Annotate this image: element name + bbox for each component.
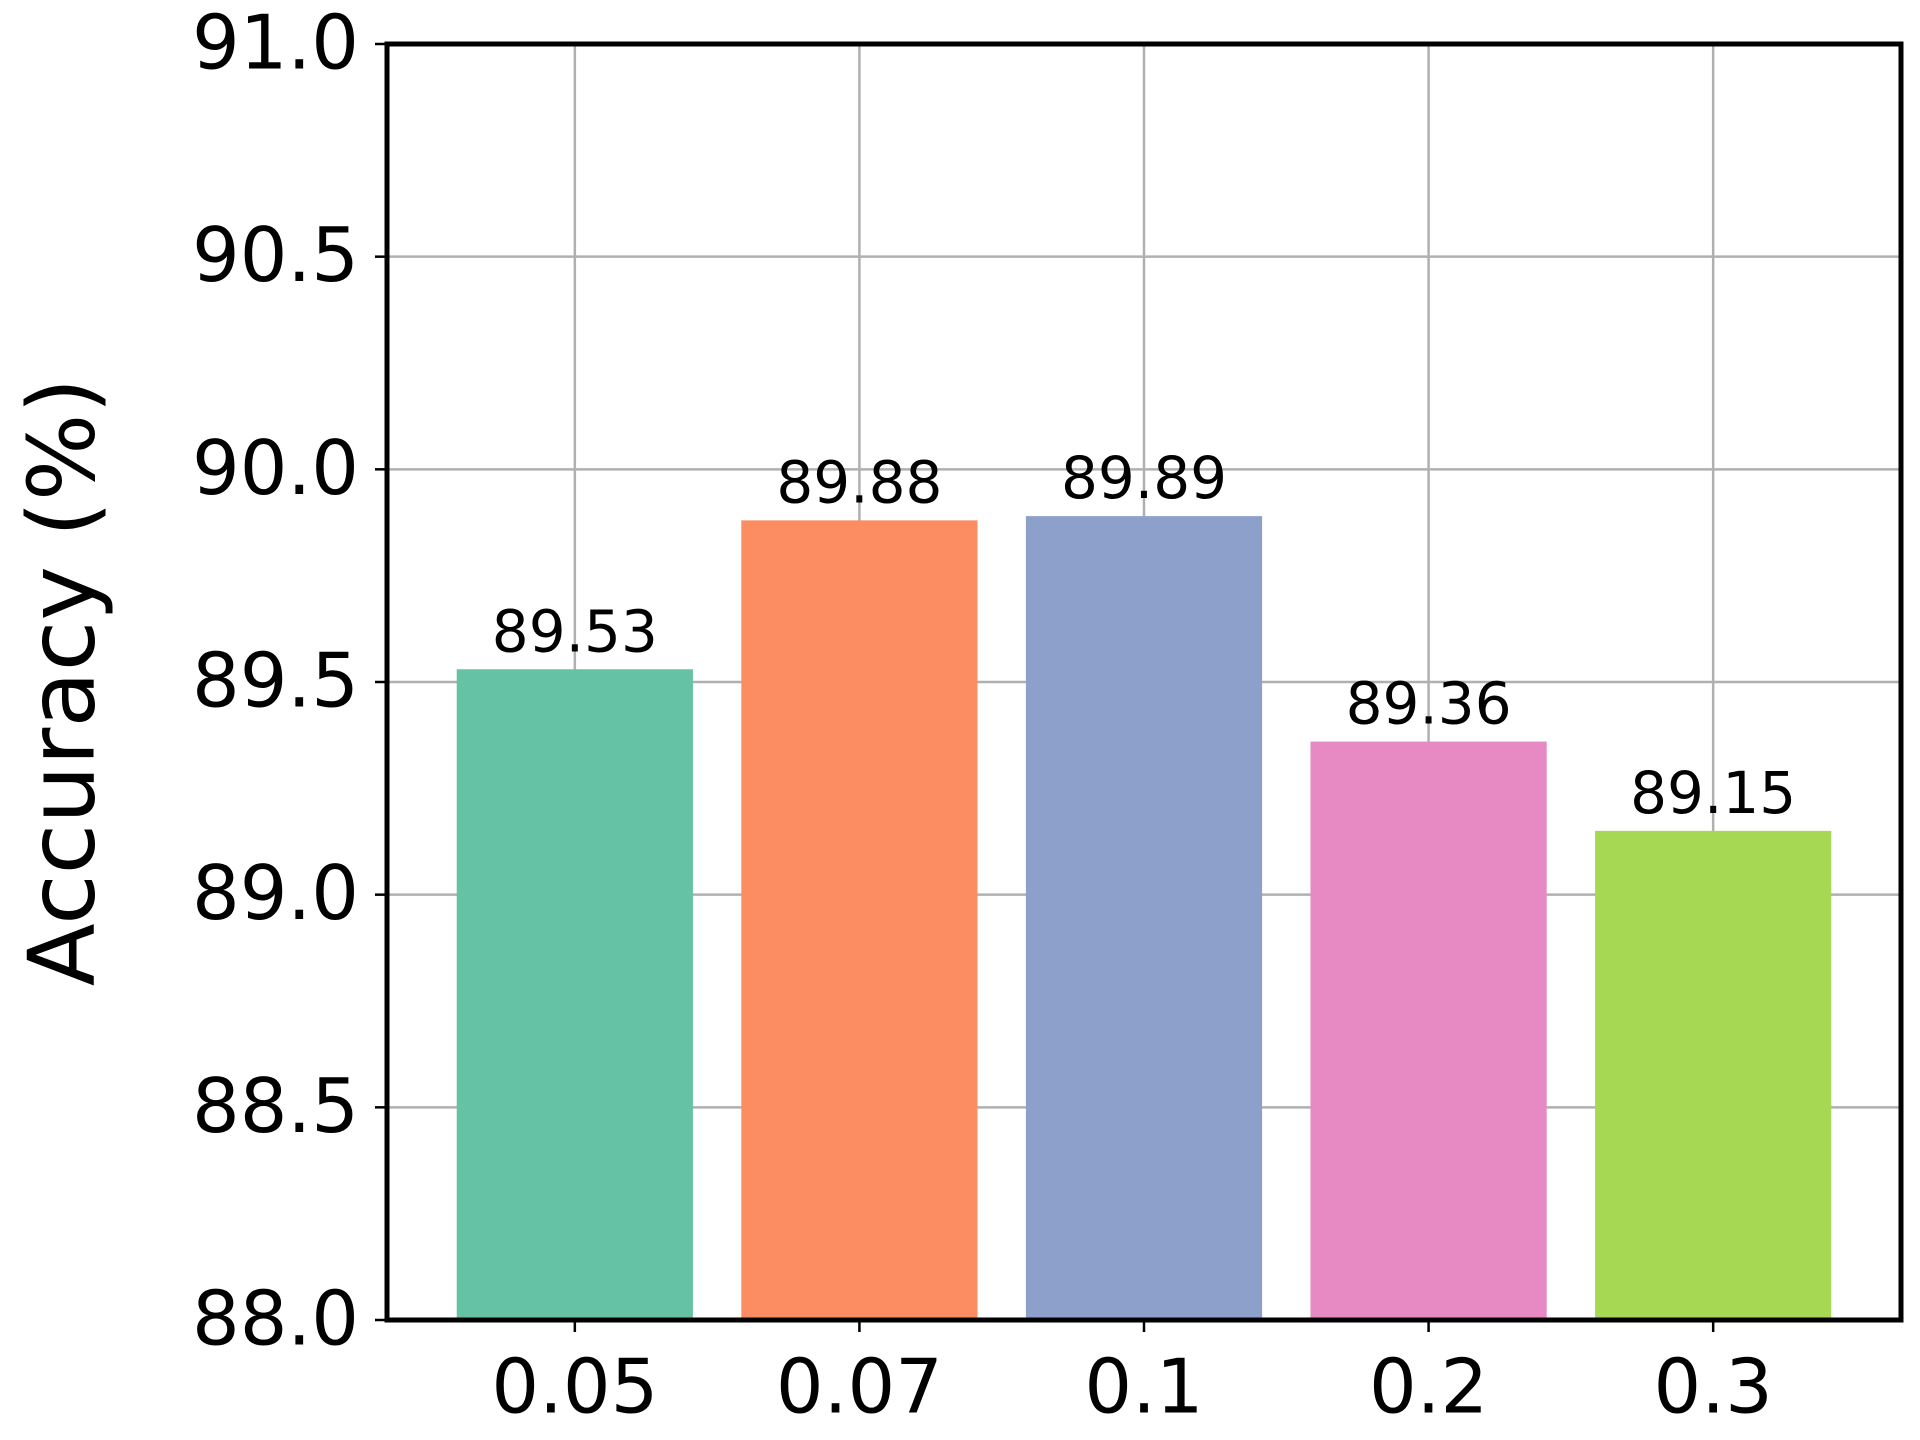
y-tick-label: 90.0 [192, 424, 359, 512]
data-label: 89.53 [492, 597, 658, 665]
x-tick-label: 0.2 [1369, 1343, 1488, 1431]
y-tick-label: 88.0 [192, 1275, 359, 1363]
y-tick-label: 89.5 [192, 637, 359, 725]
bar [456, 669, 693, 1320]
data-label: 89.88 [776, 448, 942, 516]
y-tick-label: 89.0 [192, 849, 359, 937]
y-tick-label: 88.5 [192, 1062, 359, 1150]
y-tick-label: 91.0 [192, 0, 359, 87]
y-tick-label: 90.5 [192, 211, 359, 299]
plot-frame [384, 41, 1904, 1323]
bar [1025, 516, 1263, 1320]
bar [1310, 741, 1547, 1320]
bar [1595, 830, 1832, 1320]
x-tick-label: 0.05 [491, 1343, 658, 1431]
data-label: 89.15 [1630, 759, 1796, 827]
bar [741, 520, 978, 1320]
data-label: 89.89 [1061, 444, 1227, 512]
x-tick-label: 0.3 [1654, 1343, 1773, 1431]
data-label: 89.36 [1346, 670, 1512, 738]
x-tick-label: 0.07 [776, 1343, 943, 1431]
y-axis-label: Accuracy (%) [8, 378, 115, 986]
x-tick-label: 0.1 [1084, 1343, 1203, 1431]
